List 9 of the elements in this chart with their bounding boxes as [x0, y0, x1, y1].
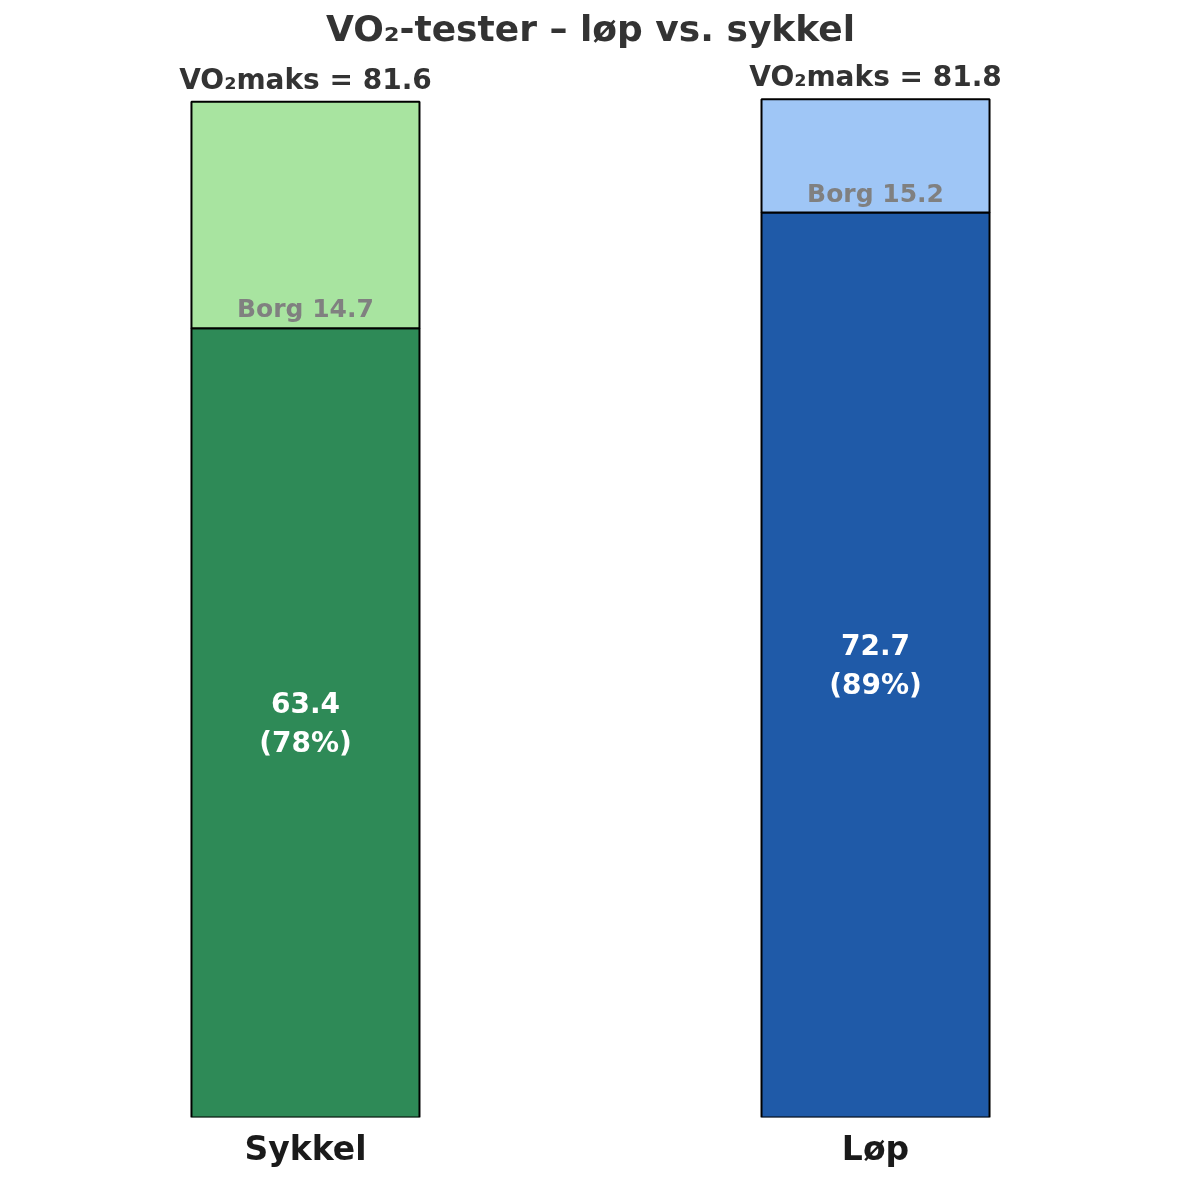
data-label: 72.7 (89%): [829, 628, 922, 702]
total-label: VO₂maks = 81.6: [179, 62, 432, 96]
chart-title: VO₂-tester – løp vs. sykkel: [325, 7, 856, 49]
annotation: Borg 15.2: [807, 178, 944, 208]
data-label: 63.4 (78%): [259, 686, 352, 760]
total-label: VO₂maks = 81.8: [749, 60, 1002, 94]
x-tick-label: Løp: [841, 1128, 910, 1168]
x-tick-label: Sykkel: [244, 1128, 367, 1168]
annotation: Borg 14.7: [237, 294, 374, 324]
